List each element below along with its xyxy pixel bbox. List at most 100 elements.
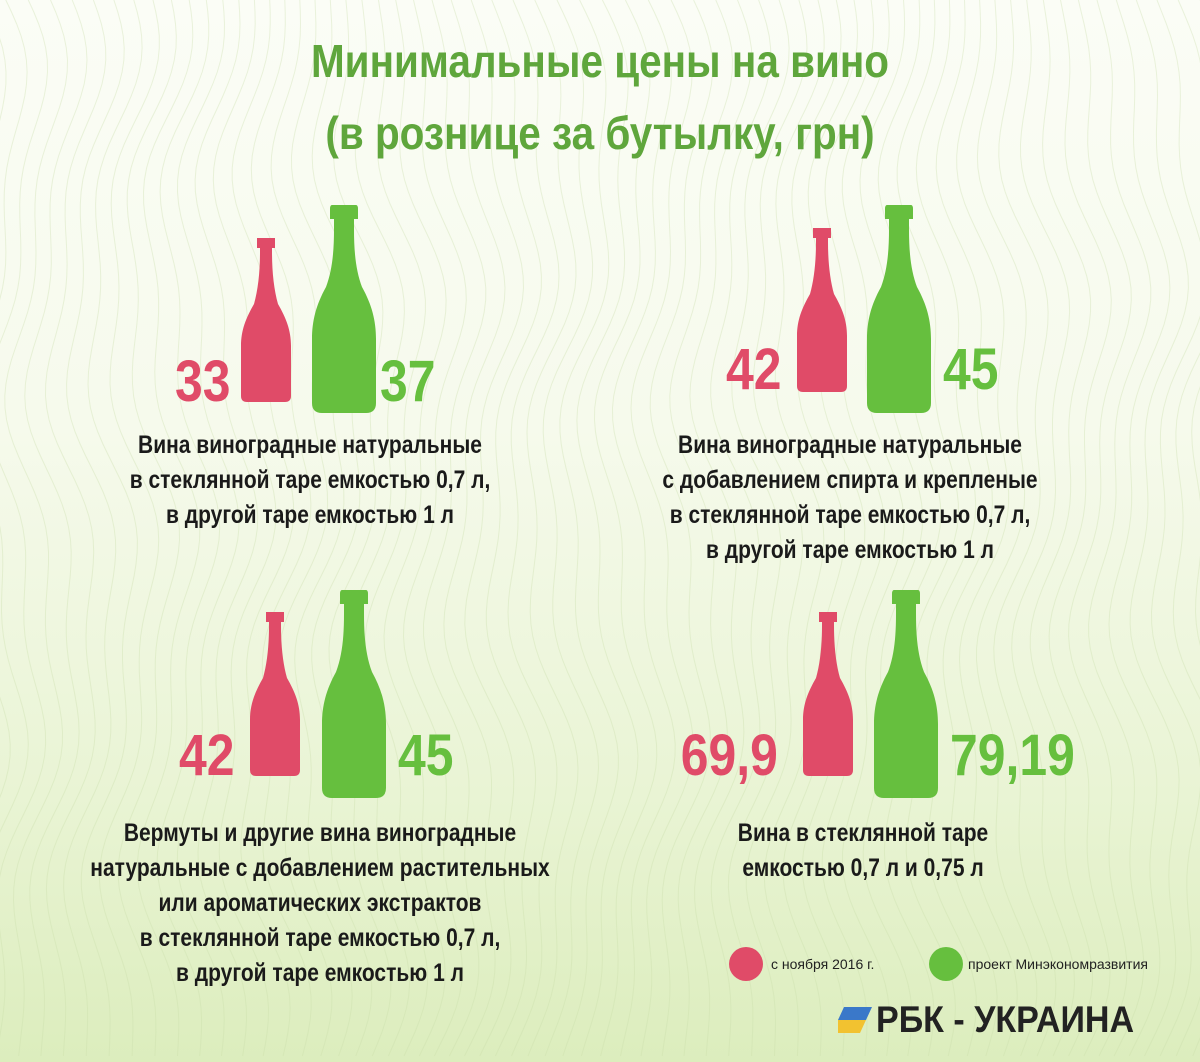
background-wave-line: [649, 0, 714, 1057]
red-bottle-icon: [241, 238, 291, 402]
desc-line: Вина в стеклянной таре: [737, 819, 989, 847]
desc-line: в другой таре емкостью 1 л: [706, 536, 994, 564]
background-wave-line: [1068, 0, 1132, 1057]
background-wave-line: [24, 0, 88, 1057]
background-wave-line: [364, 0, 428, 1057]
desc-line: с добавлением спирта и крепленые: [662, 466, 1038, 494]
background-wave-line: [0, 0, 29, 833]
rbc-flag-icon: [838, 1007, 872, 1033]
background-wave-line: [915, 0, 977, 1057]
red-bottle-icon: [797, 228, 847, 392]
background-wave-line: [975, 0, 1038, 1057]
background-wave-line: [63, 0, 125, 1057]
background-wave-line: [727, 0, 790, 1057]
chart-title-line1: Минимальные цены на вино: [310, 35, 890, 87]
desc-line: Вермуты и другие вина виноградные: [123, 819, 517, 847]
background-wave-line: [542, 0, 600, 1057]
background-wave-line: [402, 0, 467, 1057]
panel-4-value-2016: 69,9: [680, 723, 778, 788]
background-wave-line: [993, 0, 1057, 1057]
background-wave-line: [0, 0, 49, 1039]
background-wave-line: [935, 0, 998, 1057]
background-wave-line: [801, 0, 866, 1057]
desc-line: в другой таре емкостью 1 л: [166, 501, 454, 529]
panel-4-description: Вина в стеклянной таре емкостью 0,7 л и …: [653, 816, 1073, 886]
desc-line: в другой таре емкостью 1 л: [176, 959, 464, 987]
desc-line: емкостью 0,7 л и 0,75 л: [742, 854, 984, 882]
background-wave-line: [1191, 0, 1200, 1057]
background-wave-line: [859, 0, 924, 1057]
background-wave-line: [117, 0, 181, 1057]
background-wave-line: [841, 0, 905, 1057]
desc-line: в стеклянной таре емкостью 0,7 л,: [129, 466, 491, 494]
legend-label-2016: с ноября 2016 г.: [771, 956, 875, 972]
background-wave-line: [593, 0, 658, 1057]
background-wave-line: [80, 0, 143, 1057]
background-wave-line: [485, 0, 542, 1057]
legend-green-dot-icon: [929, 947, 963, 981]
background-wave-line: [231, 0, 295, 1057]
background-wave-line: [507, 0, 560, 1057]
panel-2-value-project: 45: [943, 337, 999, 402]
background-wave-line: [194, 0, 259, 1057]
logo-text: РБК - УКРАИНА: [876, 999, 1135, 1040]
green-bottle-icon: [874, 590, 938, 798]
panel-2-description: Вина виноградные натуральные с добавлени…: [640, 428, 1060, 568]
background-wave-line: [290, 0, 353, 1057]
panel-1-description: Вина виноградные натуральные в стеклянно…: [100, 428, 520, 533]
red-bottle-icon: [803, 612, 853, 776]
panel-2-value-2016: 42: [726, 337, 782, 402]
panel-3-value-project: 45: [398, 723, 454, 788]
background-wave-line: [464, 0, 525, 1057]
green-bottle-icon: [867, 205, 931, 413]
background-wave-line: [250, 0, 312, 1057]
background-wave-line: [136, 0, 201, 1057]
background-wave-line: [1172, 0, 1200, 1057]
background-wave-line: [383, 0, 447, 1057]
desc-line: в стеклянной таре емкостью 0,7 л,: [669, 501, 1031, 529]
background-wave-line: [576, 0, 639, 1057]
red-bottle-icon: [250, 612, 300, 776]
background-wave-line: [821, 0, 886, 1057]
panel-3-value-2016: 42: [179, 723, 235, 788]
panel-1-value-2016: 33: [175, 349, 231, 414]
background-wave-line: [156, 0, 221, 1057]
background-wave-line: [669, 0, 734, 1057]
background-wave-line: [1088, 0, 1152, 1057]
background-wave-line: [311, 0, 373, 1057]
background-wave-line: [346, 0, 411, 1057]
background-wave-line: [689, 0, 753, 1057]
desc-line: в стеклянной таре емкостью 0,7 л,: [139, 924, 501, 952]
rbc-ukraine-logo: РБК - УКРАИНА: [838, 999, 1157, 1040]
background-wave-line: [1150, 0, 1200, 1057]
background-wave-line: [710, 0, 772, 1057]
background-wave-line: [1011, 0, 1076, 1057]
desc-line: натуральные с добавлением растительных: [90, 854, 550, 882]
background-wave-line: [896, 0, 959, 1057]
background-wave-line: [1048, 0, 1112, 1057]
background-wave-line: [763, 0, 825, 1057]
background-wave-line: [877, 0, 942, 1057]
background-wave-line: [1108, 0, 1171, 1057]
background-wave-line: [1129, 0, 1189, 1057]
background-wave-line: [443, 0, 506, 1057]
chart-title-line2: (в рознице за бутылку, грн): [325, 107, 875, 159]
background-wave-line: [176, 0, 240, 1057]
background-wave-line: [745, 0, 808, 1057]
background-wave-line: [611, 0, 676, 1057]
background-wave-line: [526, 0, 579, 1057]
green-bottle-icon: [322, 590, 386, 798]
background-wave-line: [559, 0, 619, 1057]
legend-red-dot-icon: [729, 947, 763, 981]
panel-1-value-project: 37: [380, 349, 436, 414]
background-wave-line: [44, 0, 107, 1057]
background-wave-line: [956, 0, 1018, 1057]
green-bottle-icon: [312, 205, 376, 413]
background-wave-line: [422, 0, 487, 1057]
desc-line: или ароматических экстрактов: [158, 889, 482, 917]
desc-line: Вина виноградные натуральные: [678, 431, 1022, 459]
background-wave-line: [4, 0, 69, 1057]
background-wave-line: [270, 0, 333, 1057]
background-wave-line: [630, 0, 694, 1057]
